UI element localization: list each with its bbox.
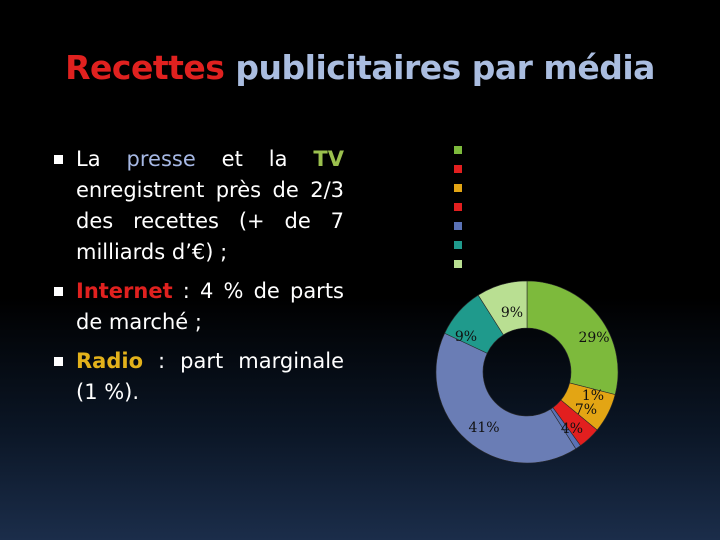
bullet-text-segment: enregistrent près de 2/3 des recettes (+… <box>76 178 344 264</box>
slice-data-label: 29% <box>578 330 609 346</box>
slice-data-label: 9% <box>501 305 523 321</box>
bullet-text-segment: TV <box>313 147 344 171</box>
title-part-rest: publicitaires par média <box>235 48 655 87</box>
bullet-square-icon <box>54 287 63 296</box>
bullet-square-icon <box>54 357 63 366</box>
legend-swatch <box>454 184 462 192</box>
slice-data-label: 7% <box>575 402 597 418</box>
legend-swatch <box>454 222 462 230</box>
bullet-item: Radio : part marginale (1 %). <box>52 346 344 408</box>
bullet-square-icon <box>54 155 63 164</box>
bullet-text-segment: : part marginale (1 %). <box>76 349 344 404</box>
slice-data-label: 41% <box>468 420 499 436</box>
slice-data-label: 1% <box>582 388 604 404</box>
bullet-text-segment: presse <box>126 147 196 171</box>
bullet-item: Internet : 4 % de parts de marché ; <box>52 276 344 338</box>
doughnut-slice <box>477 280 528 336</box>
title-part-recettes: Recettes <box>65 48 225 87</box>
legend-swatch <box>454 165 462 173</box>
doughnut-slice <box>435 332 577 464</box>
doughnut-slice <box>526 280 619 395</box>
bullet-item: La presse et la TV enregistrent près de … <box>52 144 344 268</box>
bullet-text-segment: Internet <box>76 279 173 303</box>
bullet-text-segment: Radio <box>76 349 143 373</box>
bullet-text-segment: et la <box>195 147 314 171</box>
legend-swatch <box>454 241 462 249</box>
bullet-text-segment: : 4 % de parts de marché ; <box>76 279 344 334</box>
slice-data-label: 4% <box>561 421 583 437</box>
slide-title: Recettes publicitaires par média <box>0 48 720 87</box>
slice-data-label: 9% <box>455 329 477 345</box>
bullet-list: La presse et la TV enregistrent près de … <box>52 144 344 416</box>
legend-swatch <box>454 146 462 154</box>
legend-swatch <box>454 203 462 211</box>
legend-swatch <box>454 260 462 268</box>
bullet-text-segment: La <box>76 147 127 171</box>
